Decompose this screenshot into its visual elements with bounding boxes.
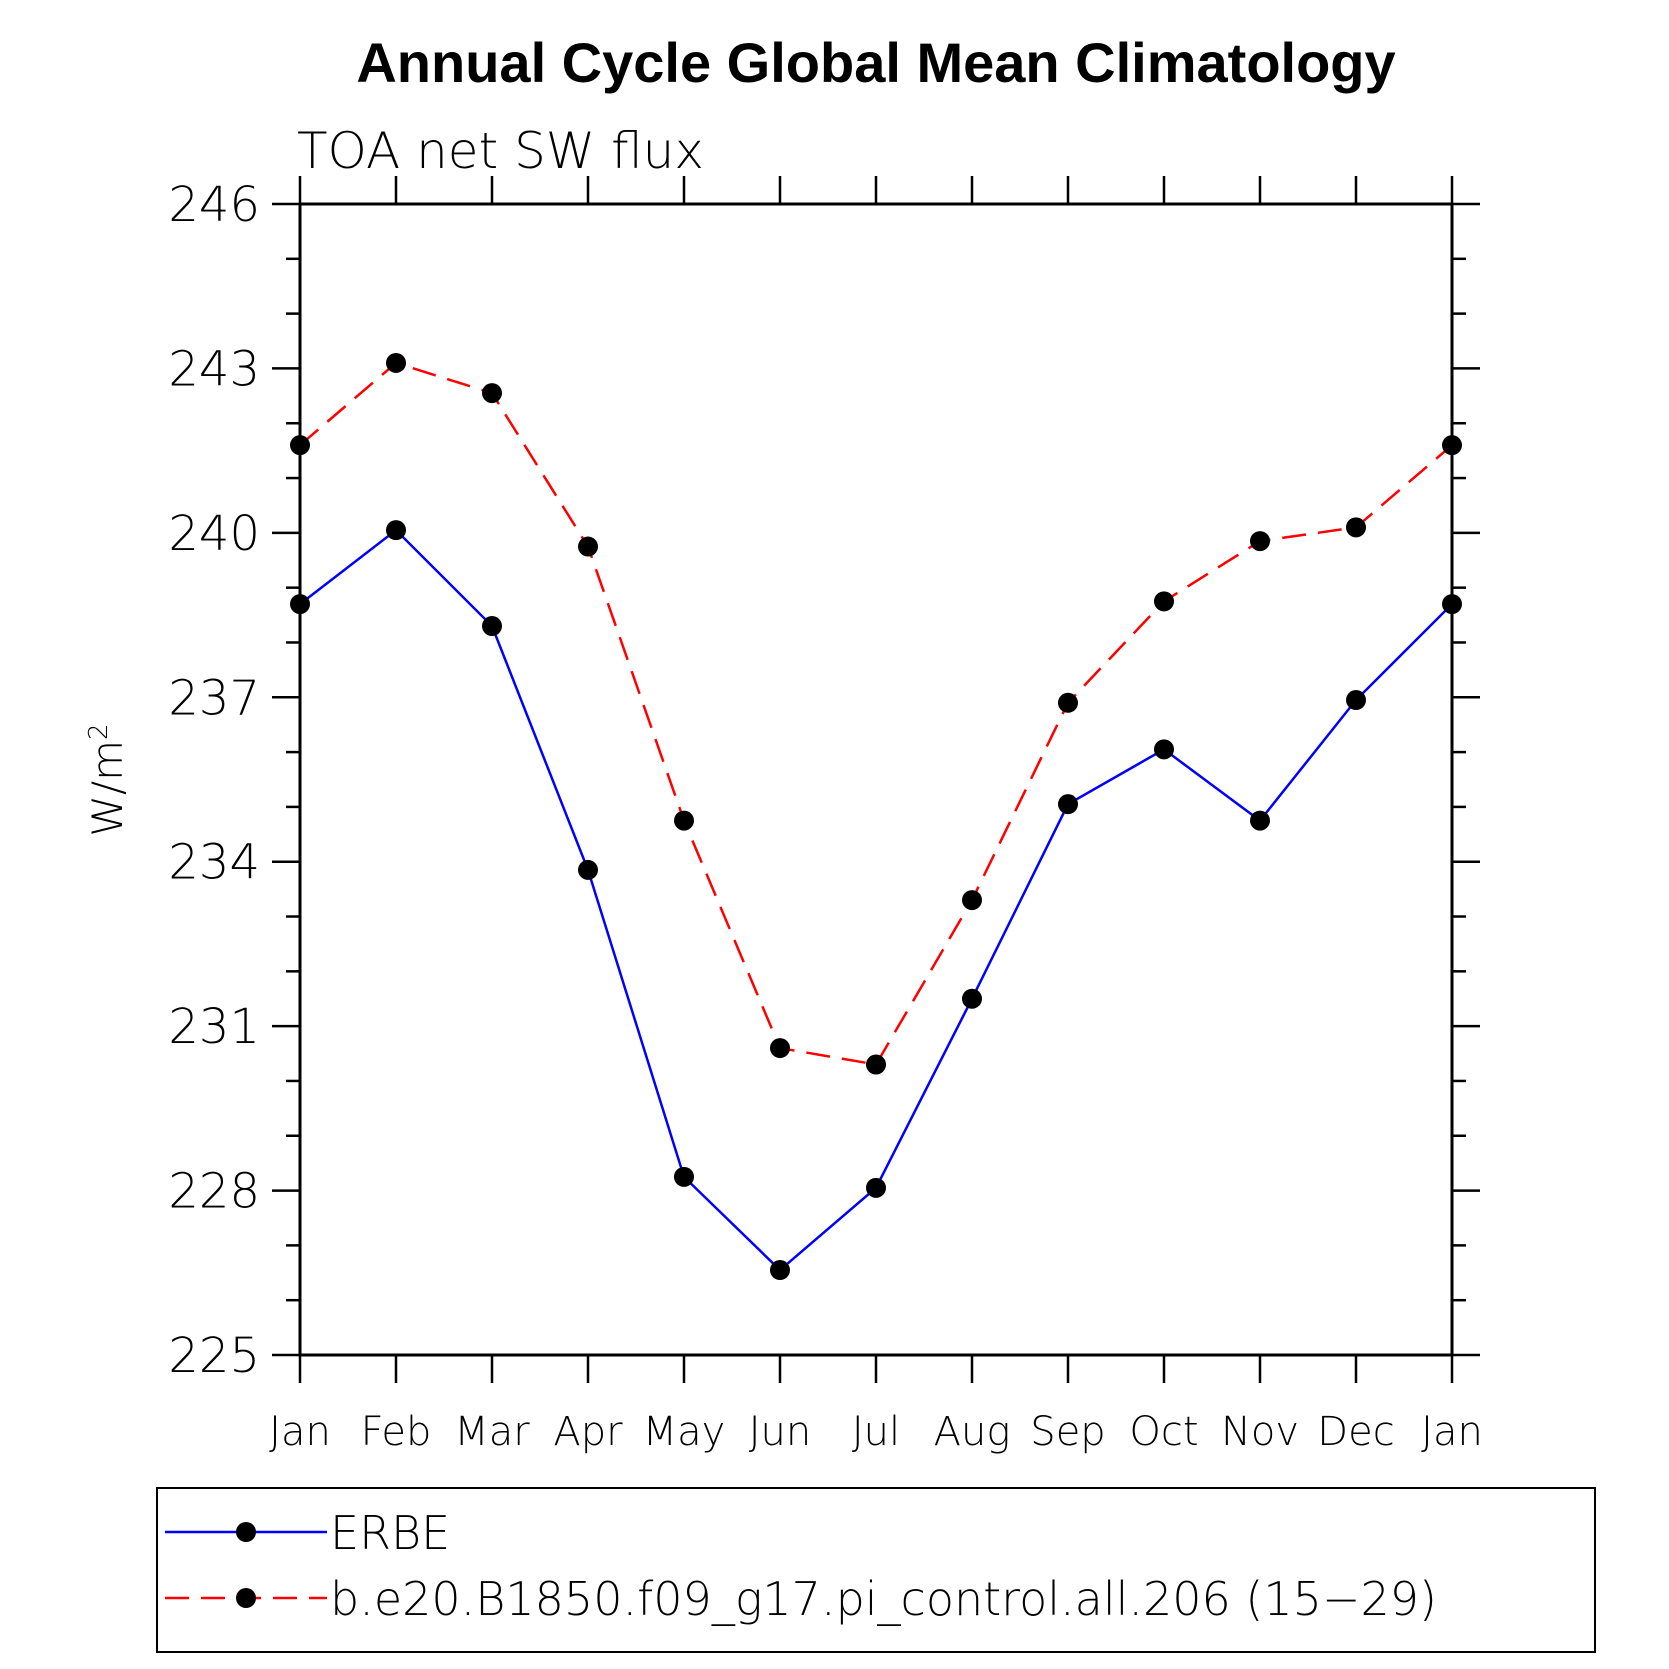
data-point: [866, 1054, 886, 1075]
legend-marker: [236, 1588, 256, 1608]
x-tick-label: Oct: [1129, 1409, 1198, 1455]
data-point: [482, 616, 502, 637]
x-tick-label: Feb: [361, 1409, 432, 1455]
series-2: [290, 352, 1462, 1075]
x-tick-label: Sep: [1030, 1409, 1105, 1455]
y-tick-label: 231: [168, 999, 260, 1055]
data-point: [866, 1177, 886, 1198]
axis-ticks: [272, 176, 1480, 1383]
data-point: [1346, 517, 1366, 538]
chart-subtitle: TOA net SW flux: [297, 122, 704, 180]
x-tick-label: Nov: [1221, 1409, 1299, 1455]
data-point: [770, 1260, 790, 1281]
y-tick-label: 225: [168, 1328, 260, 1384]
x-tick-labels: Jan Feb Mar Apr May Jun Jul Aug Sep Oct Nov Dec Jan: [269, 1409, 1483, 1455]
data-point: [1154, 739, 1174, 760]
legend: ERBE b.e20.B1850.f09_g17.pi_control.all.2…: [156, 1487, 1596, 1653]
y-tick-label: 234: [168, 835, 260, 891]
chart-title: Annual Cycle Global Mean Climatology: [356, 31, 1395, 94]
data-point: [386, 352, 406, 373]
data-point: [386, 520, 406, 541]
x-tick-label: Aug: [934, 1409, 1011, 1455]
y-axis-label: W/m2: [83, 723, 132, 836]
data-point: [1154, 591, 1174, 612]
legend-marker: [236, 1522, 256, 1542]
y-tick-label: 246: [168, 177, 260, 233]
data-point: [1058, 692, 1078, 713]
data-point: [1058, 794, 1078, 815]
x-tick-label: Jan: [1421, 1409, 1483, 1455]
x-tick-label: Dec: [1317, 1409, 1394, 1455]
data-point: [674, 810, 694, 831]
x-tick-label: Jun: [749, 1409, 812, 1455]
x-tick-label: Mar: [454, 1409, 530, 1455]
y-tick-label: 228: [168, 1164, 260, 1220]
x-tick-label: May: [643, 1409, 726, 1455]
x-tick-label: Apr: [553, 1409, 623, 1455]
series-layer: [290, 352, 1462, 1281]
data-point: [1250, 531, 1270, 552]
y-tick-label: 237: [168, 670, 260, 726]
series-line: [299, 528, 1453, 1272]
data-point: [578, 536, 598, 557]
x-tick-label: Jul: [852, 1409, 900, 1455]
data-point: [1346, 690, 1366, 711]
data-point: [578, 859, 598, 880]
data-point: [962, 988, 982, 1009]
plot-frame: [298, 202, 1454, 1357]
data-point: [482, 383, 502, 404]
y-tick-labels: 225 228 231 234 237 240 243 246: [168, 177, 260, 1384]
series-1: [290, 520, 1462, 1281]
data-point: [674, 1166, 694, 1187]
y-tick-label: 240: [168, 506, 260, 562]
legend-label: b.e20.B1850.f09_g17.pi_control.all.206 (…: [330, 1572, 1437, 1626]
data-point: [770, 1038, 790, 1059]
data-point: [962, 890, 982, 911]
legend-label: ERBE: [330, 1506, 450, 1560]
y-tick-label: 243: [168, 341, 260, 397]
legend-items: ERBE b.e20.B1850.f09_g17.pi_control.all.2…: [165, 1506, 1437, 1626]
x-tick-label: Jan: [269, 1409, 331, 1455]
data-point: [1250, 810, 1270, 831]
series-line: [299, 361, 1453, 1066]
legend-box: [156, 1487, 1596, 1653]
